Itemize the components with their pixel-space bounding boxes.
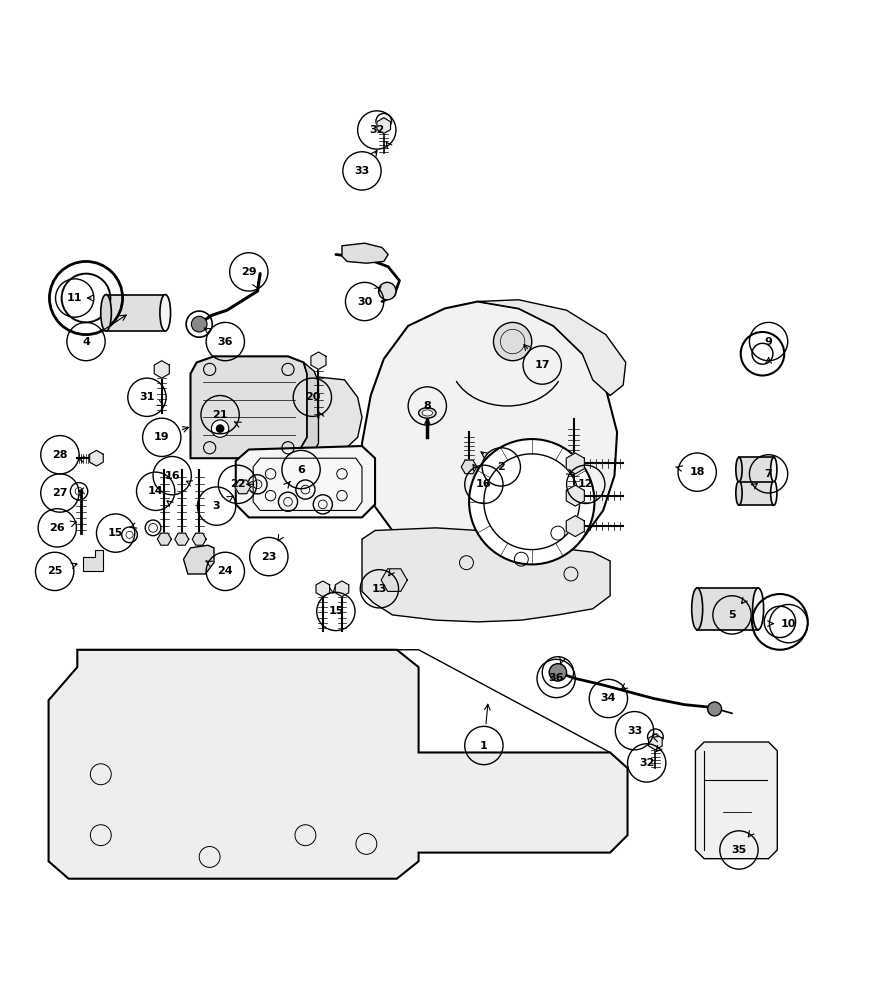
Text: 36: 36 xyxy=(548,673,564,683)
Ellipse shape xyxy=(736,481,742,505)
Circle shape xyxy=(469,439,595,564)
Text: 19: 19 xyxy=(154,432,169,442)
Polygon shape xyxy=(183,545,214,574)
Polygon shape xyxy=(316,581,330,597)
Circle shape xyxy=(215,424,224,433)
FancyBboxPatch shape xyxy=(739,457,773,482)
Ellipse shape xyxy=(691,588,703,630)
Text: 18: 18 xyxy=(690,467,705,477)
Text: 36: 36 xyxy=(217,337,233,347)
Text: 7: 7 xyxy=(765,469,773,479)
Text: 28: 28 xyxy=(52,450,68,460)
Text: 14: 14 xyxy=(148,486,163,496)
Polygon shape xyxy=(235,480,250,494)
Ellipse shape xyxy=(419,408,436,418)
Text: 22: 22 xyxy=(229,479,245,489)
FancyBboxPatch shape xyxy=(698,588,758,630)
Text: 26: 26 xyxy=(50,523,65,533)
Polygon shape xyxy=(253,458,362,510)
Text: 20: 20 xyxy=(304,392,320,402)
Polygon shape xyxy=(335,581,349,597)
Polygon shape xyxy=(158,533,171,545)
Text: 29: 29 xyxy=(241,267,256,277)
Text: 2: 2 xyxy=(497,462,505,472)
Ellipse shape xyxy=(736,457,742,482)
Ellipse shape xyxy=(771,481,777,505)
Text: 32: 32 xyxy=(369,125,385,135)
Polygon shape xyxy=(174,533,188,545)
FancyBboxPatch shape xyxy=(739,481,773,505)
Text: 16: 16 xyxy=(476,479,492,489)
Polygon shape xyxy=(49,650,628,879)
Text: 33: 33 xyxy=(354,166,370,176)
Polygon shape xyxy=(381,569,407,591)
Circle shape xyxy=(378,282,396,300)
Text: 33: 33 xyxy=(627,726,642,736)
Polygon shape xyxy=(342,243,388,263)
Text: 23: 23 xyxy=(261,552,276,562)
Polygon shape xyxy=(295,362,318,458)
Text: 12: 12 xyxy=(578,479,594,489)
Text: 16: 16 xyxy=(165,471,180,481)
Text: 8: 8 xyxy=(424,401,431,411)
Polygon shape xyxy=(190,356,307,458)
Text: 21: 21 xyxy=(213,410,228,420)
Polygon shape xyxy=(566,453,584,474)
Text: 25: 25 xyxy=(47,566,63,576)
Polygon shape xyxy=(84,550,104,571)
Polygon shape xyxy=(478,300,626,396)
Polygon shape xyxy=(192,533,206,545)
Text: 17: 17 xyxy=(535,360,550,370)
Polygon shape xyxy=(566,485,584,506)
Ellipse shape xyxy=(422,410,433,416)
Ellipse shape xyxy=(160,295,171,331)
Text: 9: 9 xyxy=(765,337,773,347)
Text: 10: 10 xyxy=(781,619,796,629)
Polygon shape xyxy=(288,374,362,455)
Ellipse shape xyxy=(771,457,777,482)
Ellipse shape xyxy=(100,295,112,331)
Text: 35: 35 xyxy=(732,845,746,855)
Ellipse shape xyxy=(753,588,764,630)
Text: 27: 27 xyxy=(52,488,68,498)
Polygon shape xyxy=(566,516,584,537)
Text: 5: 5 xyxy=(728,610,736,620)
Text: 15: 15 xyxy=(328,606,344,616)
Text: 32: 32 xyxy=(639,758,654,768)
Text: 31: 31 xyxy=(140,392,154,402)
Text: 6: 6 xyxy=(297,465,305,475)
Text: 24: 24 xyxy=(217,566,233,576)
Circle shape xyxy=(549,664,567,681)
Text: 15: 15 xyxy=(108,528,123,538)
Polygon shape xyxy=(461,460,477,474)
Text: 1: 1 xyxy=(480,741,487,751)
Text: 30: 30 xyxy=(357,297,372,307)
Circle shape xyxy=(494,322,532,361)
Polygon shape xyxy=(377,118,391,133)
Polygon shape xyxy=(696,742,777,859)
Circle shape xyxy=(211,420,228,437)
Polygon shape xyxy=(90,450,103,466)
Polygon shape xyxy=(362,528,610,622)
Text: 34: 34 xyxy=(601,693,617,703)
Polygon shape xyxy=(311,352,326,369)
Text: 13: 13 xyxy=(371,584,387,594)
Circle shape xyxy=(708,702,721,716)
Polygon shape xyxy=(649,734,662,750)
Text: 11: 11 xyxy=(67,293,83,303)
Text: 4: 4 xyxy=(82,337,90,347)
Circle shape xyxy=(191,316,207,332)
Text: 3: 3 xyxy=(213,501,221,511)
FancyBboxPatch shape xyxy=(106,295,165,331)
Polygon shape xyxy=(235,446,375,517)
Polygon shape xyxy=(154,361,169,378)
Polygon shape xyxy=(362,302,617,571)
